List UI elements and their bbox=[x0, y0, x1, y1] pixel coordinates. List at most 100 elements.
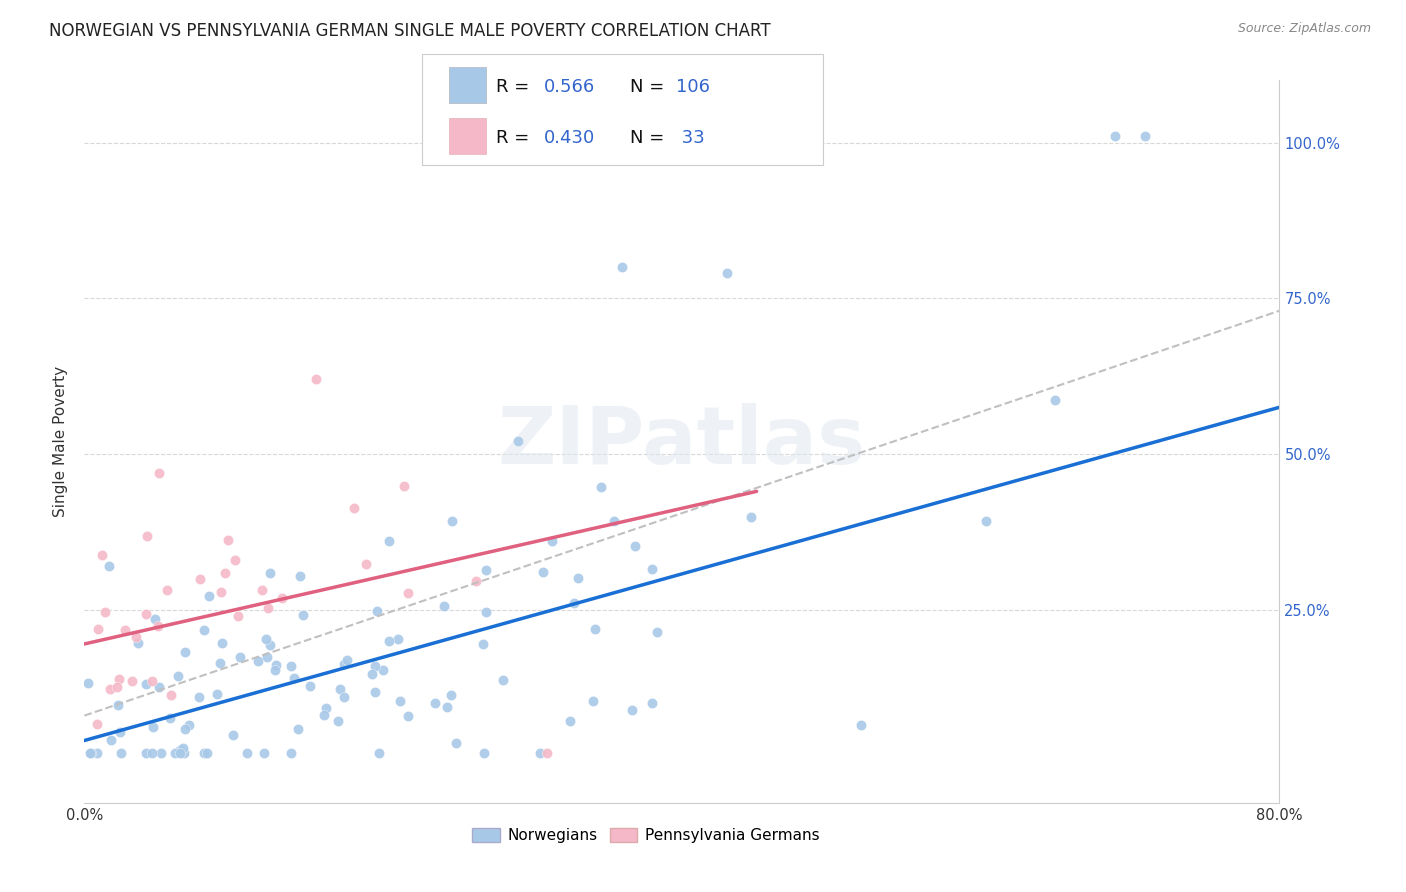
Point bbox=[333, 690, 356, 704]
Point bbox=[366, 604, 388, 618]
Point bbox=[135, 676, 157, 690]
Point bbox=[198, 589, 221, 603]
Point bbox=[156, 583, 179, 598]
Point bbox=[531, 565, 554, 579]
Point bbox=[464, 574, 486, 589]
Point bbox=[121, 674, 143, 689]
Point bbox=[436, 700, 458, 714]
Point bbox=[373, 663, 395, 677]
Point bbox=[333, 657, 356, 671]
Point bbox=[312, 708, 335, 723]
Point bbox=[229, 650, 252, 665]
Text: Source: ZipAtlas.com: Source: ZipAtlas.com bbox=[1237, 22, 1371, 36]
Point bbox=[328, 714, 350, 729]
Point bbox=[159, 711, 181, 725]
Point bbox=[256, 650, 278, 665]
Point bbox=[173, 645, 195, 659]
Point bbox=[396, 585, 419, 599]
Point bbox=[86, 717, 108, 731]
Point bbox=[389, 694, 412, 708]
Point bbox=[645, 624, 668, 639]
Point bbox=[291, 607, 314, 622]
Text: R =: R = bbox=[496, 129, 536, 147]
Point bbox=[169, 746, 191, 760]
Point bbox=[440, 688, 463, 702]
Point bbox=[163, 746, 186, 760]
Point bbox=[377, 634, 399, 648]
Point bbox=[250, 583, 273, 598]
Text: NORWEGIAN VS PENNSYLVANIA GERMAN SINGLE MALE POVERTY CORRELATION CHART: NORWEGIAN VS PENNSYLVANIA GERMAN SINGLE … bbox=[49, 22, 770, 40]
Point bbox=[193, 624, 215, 638]
Point bbox=[87, 622, 110, 636]
Point bbox=[135, 746, 157, 760]
Point bbox=[100, 733, 122, 747]
Point bbox=[471, 637, 494, 651]
Point bbox=[287, 722, 309, 736]
Y-axis label: Single Male Poverty: Single Male Poverty bbox=[53, 366, 69, 517]
Point bbox=[582, 694, 605, 708]
Point bbox=[209, 585, 232, 599]
Point bbox=[1104, 129, 1126, 144]
Point bbox=[423, 696, 446, 710]
Point bbox=[562, 596, 585, 610]
Point bbox=[236, 746, 259, 760]
Point bbox=[148, 619, 170, 633]
Point bbox=[315, 701, 337, 715]
Point bbox=[188, 690, 211, 704]
Point bbox=[108, 725, 131, 739]
Point bbox=[173, 746, 195, 760]
Point bbox=[567, 572, 589, 586]
Point bbox=[148, 680, 170, 694]
Point bbox=[591, 480, 613, 494]
Point bbox=[356, 557, 378, 571]
Point bbox=[141, 746, 163, 760]
Point bbox=[257, 600, 280, 615]
Point bbox=[364, 685, 387, 699]
Point bbox=[77, 676, 100, 690]
Text: 0.566: 0.566 bbox=[544, 78, 595, 95]
Point bbox=[624, 540, 647, 554]
Point bbox=[305, 372, 328, 386]
Point bbox=[1133, 129, 1156, 144]
Text: 33: 33 bbox=[676, 129, 704, 147]
Point bbox=[207, 687, 229, 701]
Legend: Norwegians, Pennsylvania Germans: Norwegians, Pennsylvania Germans bbox=[467, 822, 825, 849]
Point bbox=[441, 514, 464, 528]
Point bbox=[79, 746, 101, 760]
Point bbox=[259, 639, 281, 653]
Point bbox=[107, 698, 129, 713]
Point bbox=[492, 673, 515, 688]
Point bbox=[472, 746, 495, 760]
Point bbox=[107, 673, 129, 687]
Point bbox=[193, 746, 215, 760]
Point bbox=[208, 656, 231, 670]
Text: N =: N = bbox=[630, 129, 669, 147]
Point bbox=[114, 623, 136, 637]
Point bbox=[343, 500, 366, 515]
Point bbox=[475, 605, 498, 619]
Point bbox=[159, 688, 181, 702]
Point bbox=[329, 682, 352, 697]
Point bbox=[851, 718, 873, 732]
Point bbox=[98, 681, 121, 696]
Point bbox=[288, 569, 311, 583]
Text: R =: R = bbox=[496, 78, 536, 95]
Point bbox=[364, 659, 387, 673]
Point bbox=[167, 669, 190, 683]
Point bbox=[299, 679, 322, 693]
Point bbox=[361, 667, 384, 681]
Point bbox=[641, 562, 664, 576]
Point bbox=[740, 509, 762, 524]
Point bbox=[641, 696, 664, 710]
Point bbox=[91, 548, 114, 562]
Point bbox=[211, 636, 233, 650]
Point bbox=[177, 717, 200, 731]
Point bbox=[396, 708, 419, 723]
Point bbox=[224, 553, 246, 567]
Point bbox=[474, 563, 496, 577]
Point bbox=[86, 746, 108, 760]
Text: 106: 106 bbox=[676, 78, 710, 95]
Point bbox=[378, 534, 401, 549]
Point bbox=[195, 746, 218, 760]
Point bbox=[253, 746, 276, 760]
